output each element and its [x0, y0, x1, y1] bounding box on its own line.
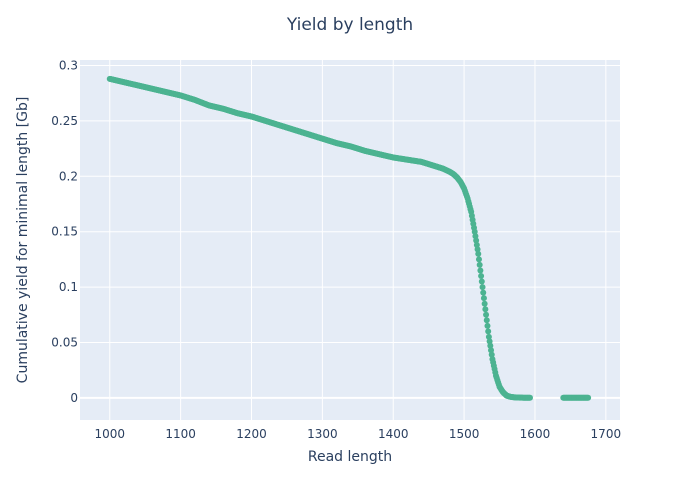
data-point	[478, 278, 485, 285]
data-point	[485, 333, 492, 340]
y-tick-label: 0.1	[59, 280, 78, 294]
data-point	[475, 250, 482, 257]
data-point	[482, 306, 489, 313]
data-point-interp	[485, 328, 492, 335]
y-tick-labels: 0 0.05 0.1 0.15 0.2 0.25 0.3	[51, 59, 78, 405]
y-tick-label: 0	[70, 391, 78, 405]
data-point	[471, 228, 478, 235]
data-point-interp	[487, 342, 494, 349]
plot-area	[80, 60, 620, 420]
scatter-points	[106, 75, 592, 401]
data-point-interp	[474, 246, 481, 253]
x-tick-label: 1400	[378, 427, 409, 441]
y-tick-label: 0.05	[51, 335, 78, 349]
chart-title: Yield by length	[286, 15, 413, 35]
x-tick-label: 1200	[236, 427, 267, 441]
y-tick-label: 0.25	[51, 114, 78, 128]
x-tick-label: 1600	[520, 427, 551, 441]
data-point-interp	[477, 267, 484, 274]
y-tick-label: 0.15	[51, 225, 78, 239]
data-point-interp	[488, 351, 495, 358]
x-tick-label: 1000	[94, 427, 125, 441]
y-tick-label: 0.2	[59, 169, 78, 183]
data-point-interp	[472, 233, 479, 240]
data-point-interp	[484, 322, 491, 329]
y-tick-label: 0.3	[59, 59, 78, 73]
x-tick-label: 1500	[449, 427, 480, 441]
y-axis-title: Cumulative yield for minimal length [Gb]	[15, 97, 31, 384]
data-point-interp	[480, 295, 487, 302]
data-point-interp	[486, 338, 493, 345]
data-point-interp	[488, 347, 495, 354]
x-axis-title: Read length	[308, 449, 392, 465]
data-point	[527, 394, 533, 401]
data-point-interp	[475, 256, 482, 263]
data-point-interp	[473, 237, 480, 244]
data-point-interp	[483, 317, 490, 324]
data-point-interp	[483, 311, 490, 318]
data-point-interp	[480, 289, 487, 296]
data-point	[585, 394, 592, 401]
x-tick-label: 1300	[307, 427, 338, 441]
x-gridlines	[109, 60, 607, 420]
data-point-interp	[476, 261, 483, 268]
data-point-interp	[478, 273, 485, 279]
data-point-interp	[479, 284, 486, 291]
data-point-interp	[481, 300, 488, 307]
data-point-interp	[473, 241, 480, 248]
x-tick-labels: 1000 1100 1200 1300 1400 1500 1600 1700	[94, 427, 621, 441]
x-tick-label: 1100	[165, 427, 196, 441]
x-tick-label: 1700	[591, 427, 622, 441]
